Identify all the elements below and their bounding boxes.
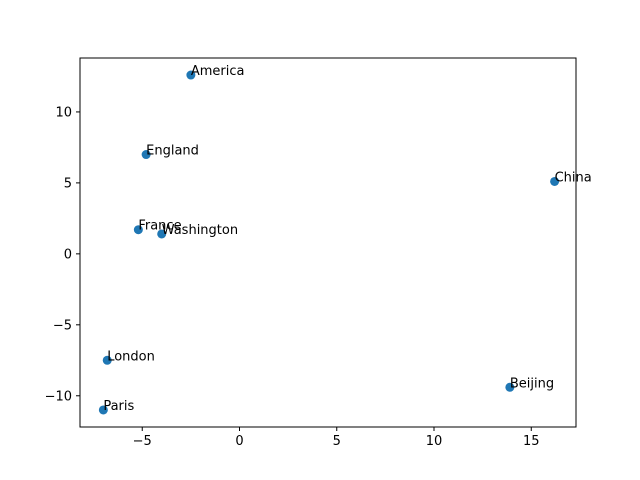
y-tick-label: 5 xyxy=(64,176,72,191)
y-tick-label: 10 xyxy=(55,105,72,120)
point-label-washington: Washington xyxy=(162,223,238,238)
point-label-paris: Paris xyxy=(103,399,134,414)
data-point-america xyxy=(186,70,196,80)
data-point-england xyxy=(141,150,151,160)
x-tick-label: 5 xyxy=(333,434,341,449)
data-point-london xyxy=(102,355,112,365)
x-tick-label: −5 xyxy=(133,434,152,449)
data-point-france xyxy=(133,225,143,235)
point-label-london: London xyxy=(107,349,155,364)
y-tick-label: 0 xyxy=(64,247,72,262)
point-label-france: France xyxy=(138,219,181,234)
y-tick-label: −5 xyxy=(53,318,72,333)
data-point-beijing xyxy=(505,382,515,392)
data-point-china xyxy=(550,176,560,186)
plot-frame xyxy=(79,57,577,428)
data-point-washington xyxy=(157,229,167,239)
point-label-china: China xyxy=(555,170,592,185)
point-label-england: England xyxy=(146,144,199,159)
y-tick-label: −10 xyxy=(45,389,72,404)
x-tick-label: 0 xyxy=(235,434,243,449)
point-label-beijing: Beijing xyxy=(510,376,554,391)
point-label-america: America xyxy=(191,64,245,79)
y-axis: −10 −5 0 5 10 xyxy=(45,105,80,404)
x-tick-label: 10 xyxy=(426,434,443,449)
x-tick-label: 15 xyxy=(523,434,540,449)
x-axis: −5 0 5 10 15 xyxy=(133,427,540,449)
data-point-paris xyxy=(98,405,108,415)
